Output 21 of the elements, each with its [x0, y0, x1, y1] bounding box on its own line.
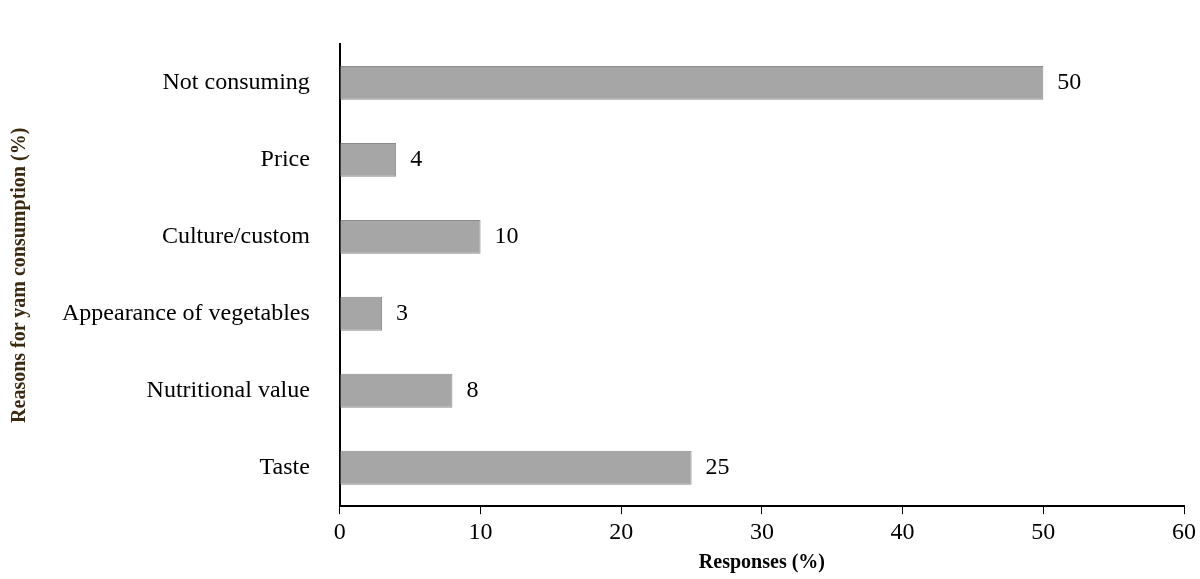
data-label: 50	[1057, 68, 1082, 95]
y-axis-title: Reasons for yam consumption (%)	[7, 127, 31, 423]
data-label: 25	[705, 453, 730, 480]
y-tick-label: Not consuming	[162, 68, 310, 95]
x-tick-label: 60	[1172, 517, 1196, 544]
x-tick-label: 30	[749, 517, 774, 544]
data-label: 8	[466, 376, 479, 403]
x-axis-title: Responses (%)	[698, 550, 825, 574]
x-tick-label: 10	[468, 517, 493, 544]
x-tick-label: 50	[1031, 517, 1056, 544]
x-tick-label: 40	[890, 517, 915, 544]
y-tick-label: Appearance of vegetables	[61, 299, 310, 326]
y-tick-label: Nutritional value	[146, 376, 310, 403]
data-label: 10	[494, 222, 519, 249]
y-tick-label: Culture/custom	[161, 222, 311, 249]
y-tick-label: Price	[260, 145, 310, 172]
x-tick-label: 20	[609, 517, 634, 544]
x-tick-label: 0	[333, 517, 346, 544]
data-label: 4	[410, 145, 423, 172]
data-label: 3	[396, 299, 409, 326]
y-tick-label: Taste	[259, 453, 310, 480]
